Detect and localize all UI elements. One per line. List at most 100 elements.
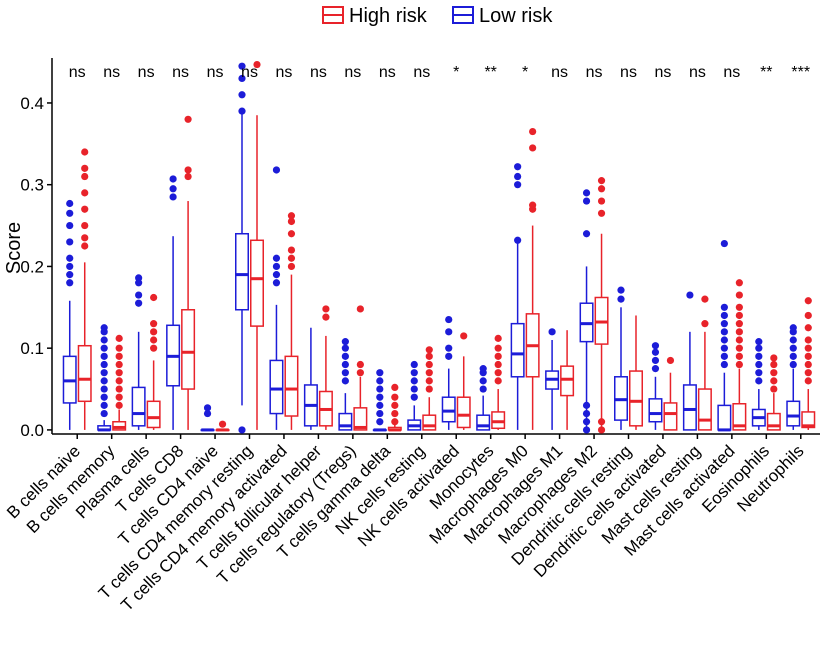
box-body [338, 412, 353, 431]
outlier-point [597, 185, 606, 193]
outlier-point [184, 115, 192, 123]
outlier-point [100, 324, 108, 332]
outlier-point [804, 336, 812, 344]
outlier-point [100, 360, 108, 369]
outlier-point [582, 409, 591, 418]
significance-label: ns [620, 64, 637, 81]
outlier-point [238, 91, 246, 99]
outlier-point [666, 356, 675, 365]
box-body [456, 396, 471, 429]
outlier-point [115, 385, 123, 393]
significance-label: ** [760, 64, 772, 81]
outlier-point [735, 303, 743, 311]
legend-item-low-risk: Low risk [452, 5, 553, 27]
significance-labels: ns ns ns ns ns ns ns ns ns ns ns * ** * ns ns ns ns ns ns **… [69, 64, 810, 81]
outlier-point [356, 305, 364, 313]
outlier-point [735, 336, 743, 344]
y-tick-label: 0.2 [20, 257, 44, 276]
box-high-risk [560, 330, 575, 430]
outlier-point [169, 185, 177, 193]
outlier-point [66, 279, 74, 287]
box-body [441, 396, 456, 423]
outlier-point [494, 369, 502, 377]
box-high-risk [594, 177, 609, 434]
outlier-point [341, 344, 349, 352]
box-high-risk [250, 60, 264, 430]
outlier-point [789, 352, 797, 360]
outlier-point [720, 360, 728, 369]
outlier-point [651, 342, 660, 350]
outlier-point [770, 360, 778, 369]
outlier-point [66, 221, 74, 230]
significance-label: ns [103, 64, 120, 81]
outlier-point [272, 254, 281, 262]
outlier-point [445, 352, 453, 360]
outlier-point [582, 230, 591, 238]
outlier-point [701, 295, 709, 303]
outlier-point [789, 344, 797, 352]
outlier-point [66, 262, 74, 271]
outlier-point [755, 338, 763, 346]
outlier-point [494, 360, 502, 369]
box-low-risk [717, 239, 732, 432]
significance-label: ns [276, 64, 293, 81]
box-low-risk [441, 315, 456, 430]
outlier-point [169, 175, 177, 183]
outlier-point [238, 74, 246, 83]
outlier-point [720, 328, 728, 336]
box-low-risk [751, 338, 766, 430]
outlier-point [115, 377, 123, 385]
box-high-risk [181, 115, 196, 430]
outlier-point [100, 344, 108, 352]
outlier-point [287, 217, 296, 226]
significance-label: *** [791, 64, 810, 81]
outlier-point [341, 377, 349, 385]
box-high-risk [491, 334, 506, 430]
outlier-point [804, 344, 812, 352]
outlier-point [720, 311, 728, 320]
outlier-point [425, 385, 433, 393]
outlier-point [514, 163, 522, 171]
box-body [732, 403, 747, 431]
outlier-point [115, 334, 123, 342]
outlier-point [238, 426, 246, 434]
box-body [422, 414, 437, 431]
box-body [648, 398, 663, 423]
box-low-risk [166, 175, 181, 430]
significance-label: ns [241, 64, 258, 81]
outlier-point [66, 254, 74, 262]
significance-label: ns [172, 64, 189, 81]
box-high-risk [215, 420, 230, 432]
outlier-point [597, 209, 606, 217]
outlier-point [391, 418, 399, 426]
outlier-point [789, 336, 797, 344]
outlier-point [755, 352, 763, 360]
box-body [181, 309, 196, 390]
box-low-risk [407, 360, 422, 431]
box-body [353, 407, 368, 431]
outlier-point [494, 377, 502, 385]
outlier-point [135, 299, 143, 307]
box-body [717, 404, 732, 431]
significance-label: * [453, 64, 459, 81]
outlier-point [391, 383, 399, 392]
outlier-point [755, 360, 763, 369]
box-low-risk [614, 286, 628, 430]
box-low-risk [200, 404, 215, 432]
outlier-point [617, 286, 625, 294]
y-tick-label: 0.4 [20, 94, 44, 113]
outlier-point [391, 409, 399, 418]
legend: High risk Low risk [322, 5, 553, 27]
box-low-risk [476, 365, 491, 431]
outlier-point [651, 365, 660, 373]
box-body [682, 384, 697, 431]
outlier-point [494, 344, 502, 352]
outlier-point [789, 360, 797, 369]
outlier-point [272, 279, 281, 287]
outlier-point [582, 418, 591, 426]
outlier-point [804, 352, 812, 360]
outlier-point [597, 197, 606, 205]
outlier-point [115, 360, 123, 369]
outlier-point [720, 303, 728, 311]
outlier-point [100, 352, 108, 360]
